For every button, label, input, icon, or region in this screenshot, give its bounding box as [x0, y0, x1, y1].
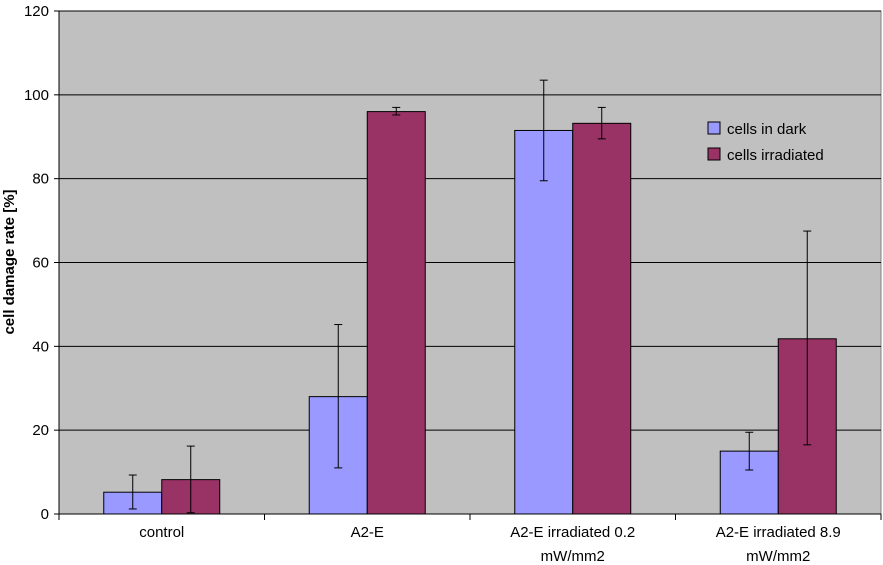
x-tick-labels: control A2-E A2-E irradiated 0.2 mW/mm2 A2-E… — [139, 524, 841, 565]
error-bars — [128, 79, 812, 514]
y-tick-labels: 0 20 40 60 80 100 120 — [24, 3, 49, 523]
y-axis-label: cell damage rate [%] — [1, 189, 18, 334]
legend-label: cells irradiated — [727, 147, 824, 164]
x-tick-label: mW/mm2 — [541, 548, 605, 565]
y-tick-label: 20 — [32, 422, 49, 439]
legend-swatch — [707, 121, 721, 135]
x-tick-label: A2-E irradiated 0.2 — [510, 524, 635, 541]
gridlines — [59, 10, 881, 431]
x-tick-label: mW/mm2 — [746, 548, 810, 565]
x-tick-label: control — [139, 524, 184, 541]
legend: cells in dark cells irradiated — [707, 121, 824, 164]
y-tick-label: 100 — [24, 87, 49, 104]
bar-irradiated — [572, 122, 632, 515]
y-tick-label: 80 — [32, 171, 49, 188]
y-tick-label: 40 — [32, 338, 49, 355]
legend-label: cells in dark — [727, 121, 807, 138]
x-tick-label: A2-E — [351, 524, 384, 541]
x-tick-label: A2-E irradiated 8.9 — [716, 524, 841, 541]
axes — [54, 10, 882, 520]
y-tick-label: 60 — [32, 255, 49, 272]
legend-swatch — [707, 147, 721, 161]
y-tick-label: 0 — [41, 506, 49, 523]
bar-dark — [514, 129, 574, 515]
y-tick-label: 120 — [24, 3, 49, 20]
bar-irradiated — [366, 111, 426, 515]
